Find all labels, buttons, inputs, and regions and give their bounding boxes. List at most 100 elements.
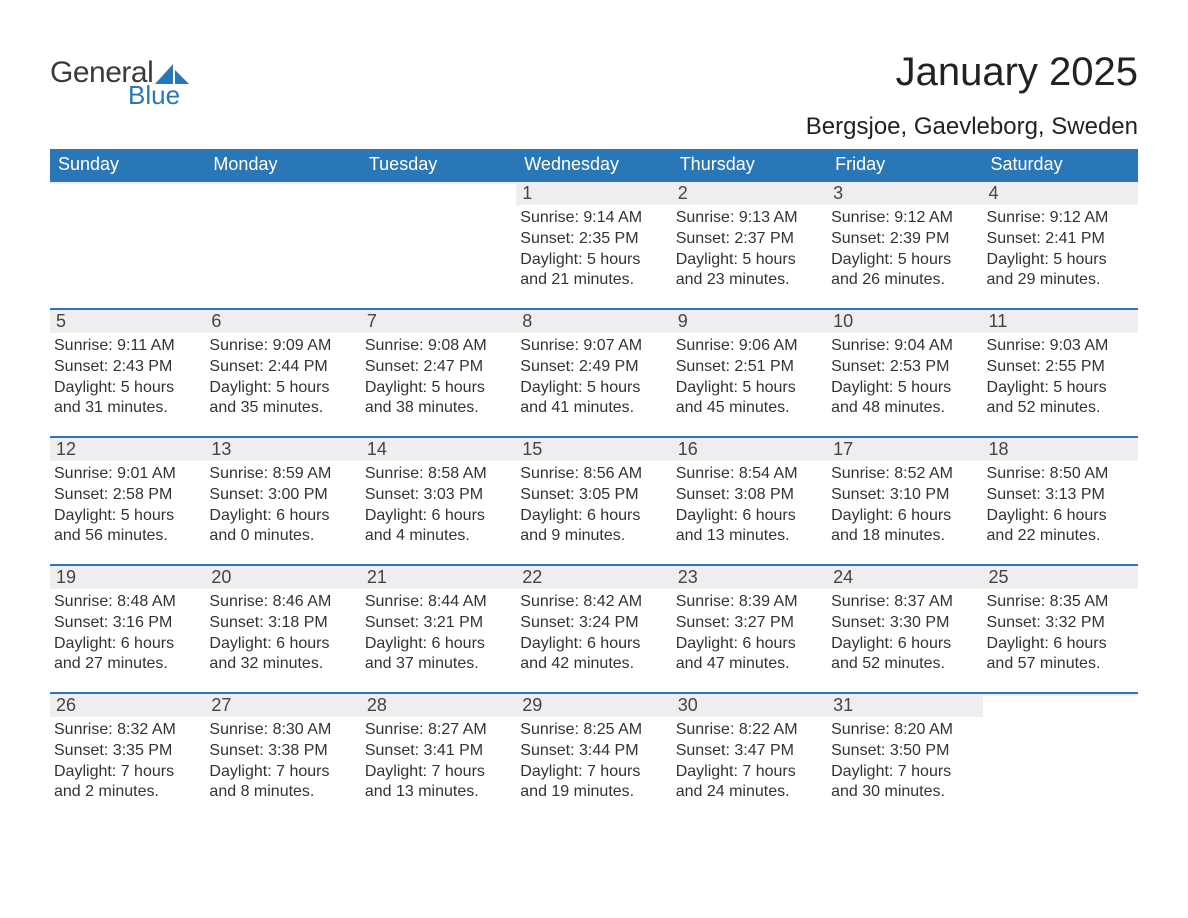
sunset-text: Sunset: 3:16 PM (54, 613, 201, 634)
calendar-cell: 28Sunrise: 8:27 AMSunset: 3:41 PMDayligh… (361, 692, 516, 820)
day-details: Sunrise: 9:01 AMSunset: 2:58 PMDaylight:… (50, 461, 205, 551)
daylight-text: Daylight: 6 hours (54, 634, 201, 655)
day-number: 12 (50, 436, 205, 461)
calendar-cell: 17Sunrise: 8:52 AMSunset: 3:10 PMDayligh… (827, 436, 982, 564)
sunset-text: Sunset: 2:58 PM (54, 485, 201, 506)
sunrise-text: Sunrise: 9:11 AM (54, 336, 201, 357)
daylight-text: Daylight: 5 hours (209, 378, 356, 399)
day-number: 1 (516, 180, 671, 205)
day-number: 2 (672, 180, 827, 205)
daylight-text: Daylight: 5 hours (831, 250, 978, 271)
day-details: Sunrise: 8:44 AMSunset: 3:21 PMDaylight:… (361, 589, 516, 679)
sunrise-text: Sunrise: 8:58 AM (365, 464, 512, 485)
day-details: Sunrise: 8:54 AMSunset: 3:08 PMDaylight:… (672, 461, 827, 551)
sunset-text: Sunset: 3:38 PM (209, 741, 356, 762)
daylight-text: Daylight: 6 hours (520, 506, 667, 527)
sunset-text: Sunset: 3:24 PM (520, 613, 667, 634)
daylight-text: and 38 minutes. (365, 398, 512, 419)
day-number (50, 180, 205, 184)
day-details: Sunrise: 9:13 AMSunset: 2:37 PMDaylight:… (672, 205, 827, 295)
sunrise-text: Sunrise: 9:03 AM (987, 336, 1134, 357)
daylight-text: and 35 minutes. (209, 398, 356, 419)
sunrise-text: Sunrise: 8:37 AM (831, 592, 978, 613)
daylight-text: Daylight: 6 hours (831, 506, 978, 527)
logo-blue-text: Blue (128, 82, 191, 108)
sunset-text: Sunset: 3:32 PM (987, 613, 1134, 634)
day-details: Sunrise: 8:52 AMSunset: 3:10 PMDaylight:… (827, 461, 982, 551)
day-number: 20 (205, 564, 360, 589)
sunrise-text: Sunrise: 9:09 AM (209, 336, 356, 357)
daylight-text: Daylight: 7 hours (831, 762, 978, 783)
calendar-cell: 8Sunrise: 9:07 AMSunset: 2:49 PMDaylight… (516, 308, 671, 436)
daylight-text: Daylight: 7 hours (365, 762, 512, 783)
calendar-row: 19Sunrise: 8:48 AMSunset: 3:16 PMDayligh… (50, 564, 1138, 692)
daylight-text: and 56 minutes. (54, 526, 201, 547)
calendar-cell (205, 180, 360, 308)
weekday-header: Saturday (983, 149, 1138, 180)
day-number: 6 (205, 308, 360, 333)
daylight-text: Daylight: 6 hours (520, 634, 667, 655)
sunset-text: Sunset: 3:03 PM (365, 485, 512, 506)
daylight-text: Daylight: 6 hours (209, 634, 356, 655)
daylight-text: and 45 minutes. (676, 398, 823, 419)
day-details: Sunrise: 8:48 AMSunset: 3:16 PMDaylight:… (50, 589, 205, 679)
sunrise-text: Sunrise: 8:30 AM (209, 720, 356, 741)
day-number: 21 (361, 564, 516, 589)
sunrise-text: Sunrise: 8:42 AM (520, 592, 667, 613)
day-details: Sunrise: 8:39 AMSunset: 3:27 PMDaylight:… (672, 589, 827, 679)
day-number: 22 (516, 564, 671, 589)
day-details: Sunrise: 8:27 AMSunset: 3:41 PMDaylight:… (361, 717, 516, 807)
day-number: 13 (205, 436, 360, 461)
weekday-header: Friday (827, 149, 982, 180)
calendar-cell: 31Sunrise: 8:20 AMSunset: 3:50 PMDayligh… (827, 692, 982, 820)
sunrise-text: Sunrise: 8:22 AM (676, 720, 823, 741)
sunset-text: Sunset: 3:05 PM (520, 485, 667, 506)
daylight-text: Daylight: 7 hours (54, 762, 201, 783)
daylight-text: and 57 minutes. (987, 654, 1134, 675)
sunrise-text: Sunrise: 9:07 AM (520, 336, 667, 357)
day-details: Sunrise: 9:04 AMSunset: 2:53 PMDaylight:… (827, 333, 982, 423)
calendar-cell: 7Sunrise: 9:08 AMSunset: 2:47 PMDaylight… (361, 308, 516, 436)
sunrise-text: Sunrise: 8:39 AM (676, 592, 823, 613)
sunset-text: Sunset: 3:10 PM (831, 485, 978, 506)
day-details: Sunrise: 9:03 AMSunset: 2:55 PMDaylight:… (983, 333, 1138, 423)
day-details: Sunrise: 9:09 AMSunset: 2:44 PMDaylight:… (205, 333, 360, 423)
sunset-text: Sunset: 2:55 PM (987, 357, 1134, 378)
logo: General Blue (50, 58, 191, 108)
calendar-cell: 16Sunrise: 8:54 AMSunset: 3:08 PMDayligh… (672, 436, 827, 564)
sunrise-text: Sunrise: 9:12 AM (831, 208, 978, 229)
day-details: Sunrise: 8:46 AMSunset: 3:18 PMDaylight:… (205, 589, 360, 679)
calendar-cell: 19Sunrise: 8:48 AMSunset: 3:16 PMDayligh… (50, 564, 205, 692)
daylight-text: Daylight: 6 hours (209, 506, 356, 527)
daylight-text: and 13 minutes. (676, 526, 823, 547)
sunrise-text: Sunrise: 9:06 AM (676, 336, 823, 357)
day-details: Sunrise: 8:37 AMSunset: 3:30 PMDaylight:… (827, 589, 982, 679)
calendar-cell: 15Sunrise: 8:56 AMSunset: 3:05 PMDayligh… (516, 436, 671, 564)
calendar-cell (50, 180, 205, 308)
calendar-cell: 12Sunrise: 9:01 AMSunset: 2:58 PMDayligh… (50, 436, 205, 564)
daylight-text: and 48 minutes. (831, 398, 978, 419)
day-details: Sunrise: 8:20 AMSunset: 3:50 PMDaylight:… (827, 717, 982, 807)
day-details: Sunrise: 9:08 AMSunset: 2:47 PMDaylight:… (361, 333, 516, 423)
sunset-text: Sunset: 2:39 PM (831, 229, 978, 250)
daylight-text: and 9 minutes. (520, 526, 667, 547)
sunrise-text: Sunrise: 9:01 AM (54, 464, 201, 485)
sunrise-text: Sunrise: 8:46 AM (209, 592, 356, 613)
day-number: 29 (516, 692, 671, 717)
calendar-cell: 14Sunrise: 8:58 AMSunset: 3:03 PMDayligh… (361, 436, 516, 564)
daylight-text: Daylight: 5 hours (520, 250, 667, 271)
day-number: 23 (672, 564, 827, 589)
sunrise-text: Sunrise: 8:44 AM (365, 592, 512, 613)
sunrise-text: Sunrise: 8:27 AM (365, 720, 512, 741)
sunrise-text: Sunrise: 9:14 AM (520, 208, 667, 229)
day-details: Sunrise: 8:59 AMSunset: 3:00 PMDaylight:… (205, 461, 360, 551)
sunset-text: Sunset: 2:49 PM (520, 357, 667, 378)
daylight-text: Daylight: 6 hours (987, 506, 1134, 527)
daylight-text: and 31 minutes. (54, 398, 201, 419)
sunset-text: Sunset: 3:47 PM (676, 741, 823, 762)
daylight-text: Daylight: 6 hours (676, 506, 823, 527)
daylight-text: and 18 minutes. (831, 526, 978, 547)
day-details: Sunrise: 8:50 AMSunset: 3:13 PMDaylight:… (983, 461, 1138, 551)
sunset-text: Sunset: 2:44 PM (209, 357, 356, 378)
weekday-header: Tuesday (361, 149, 516, 180)
